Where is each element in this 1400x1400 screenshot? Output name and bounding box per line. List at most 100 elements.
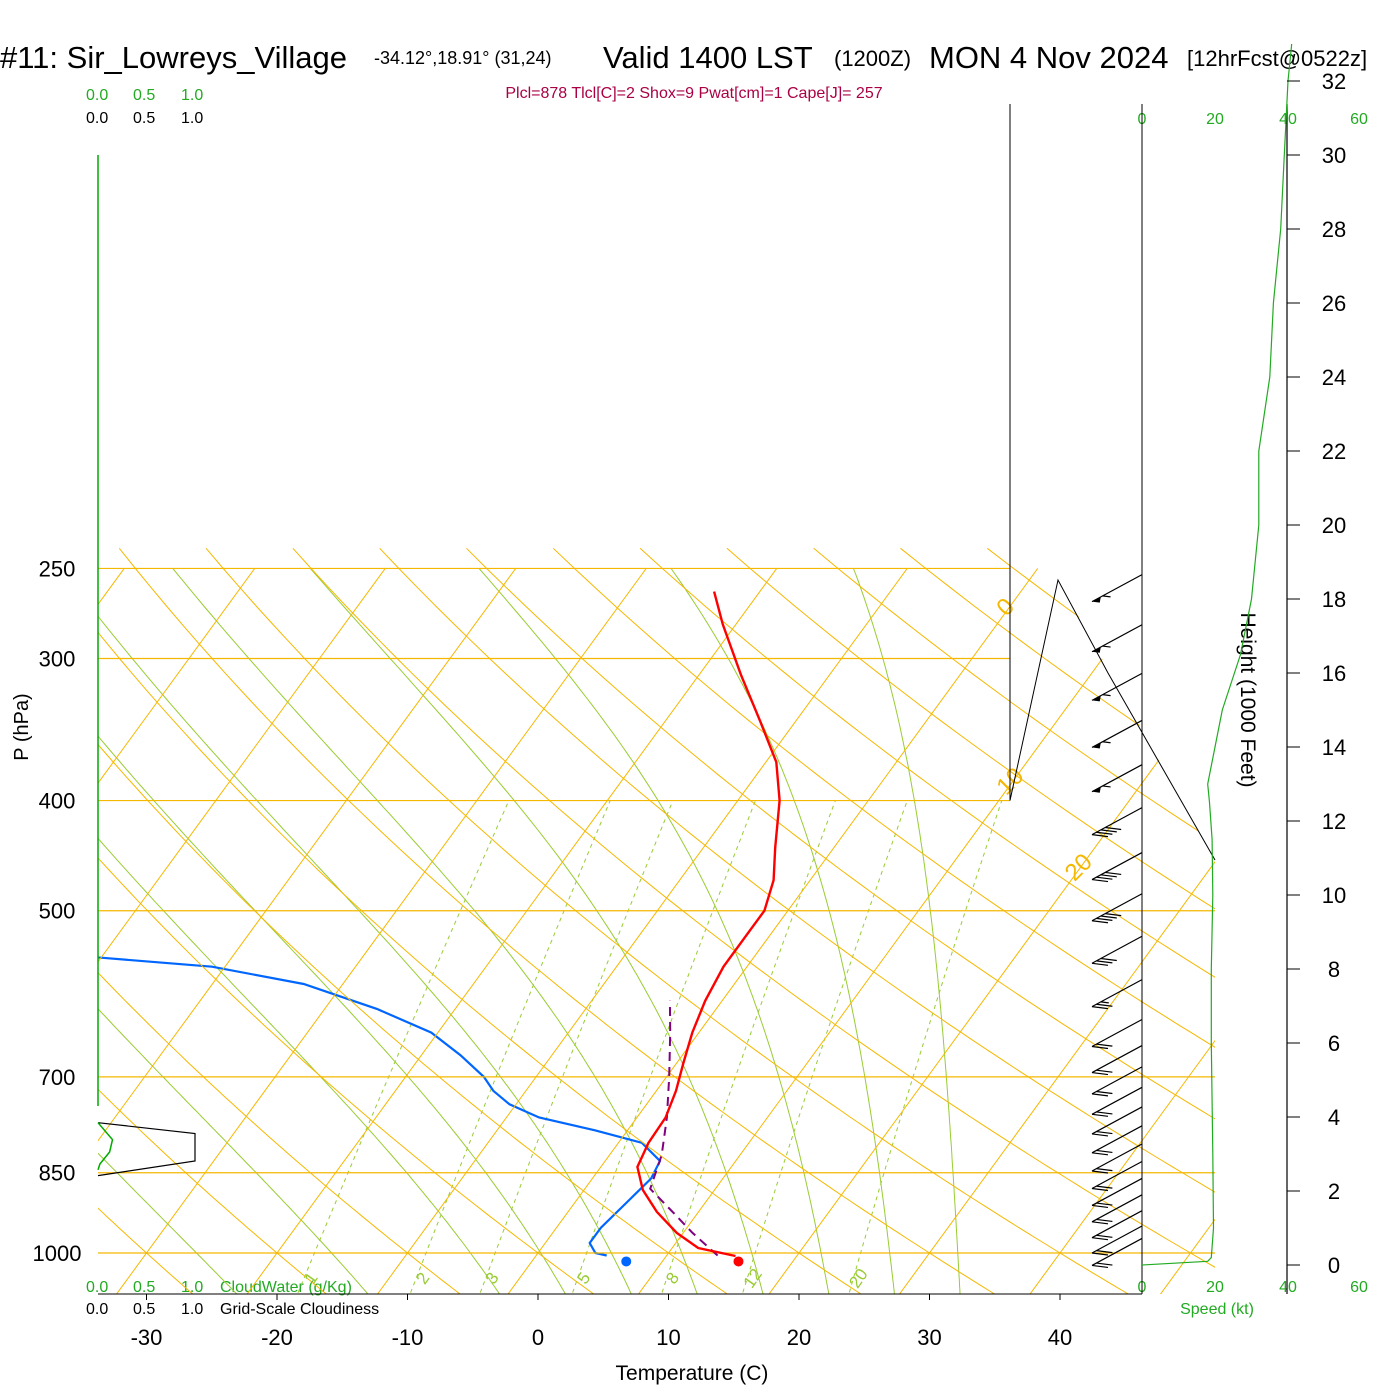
wind-barb <box>1091 1160 1143 1192</box>
isotherm-line <box>242 568 778 1294</box>
isotherm-line <box>98 568 125 1294</box>
wind-barb <box>1091 719 1143 749</box>
wind-barb <box>1091 1143 1143 1174</box>
isotherm-line <box>503 568 1039 1294</box>
cloudiness-scale-top-2: 1.0 <box>181 110 203 127</box>
wind-barb-feather <box>1105 826 1122 831</box>
mixing-ratio-line <box>741 800 908 1294</box>
cloud-scales: 0.0 0.5 1.0 0.0 0.5 1.0 0.0 0.5 1.0 Clou… <box>86 87 379 1318</box>
plot-boundary <box>1009 104 1216 861</box>
wind-barb-staff <box>1091 624 1143 653</box>
wind-barb-feather <box>1100 915 1117 919</box>
cloudiness-scale-bottom-2: 1.0 <box>181 1301 203 1318</box>
wind-barb-feather <box>1100 957 1117 962</box>
isotherm-line <box>372 568 908 1294</box>
pressure-tick-label: 1000 <box>33 1241 82 1266</box>
cloudiness-scale-top-0: 0.0 <box>86 110 108 127</box>
dry-adiabat-line <box>639 547 1215 1294</box>
x-axis-title: Temperature (C) <box>616 1362 769 1385</box>
wind-barb-feather <box>1105 871 1122 876</box>
wind-profile <box>1091 43 1293 1269</box>
height-tick-label: 0 <box>1328 1253 1340 1278</box>
wind-barb-staff <box>1091 893 1143 922</box>
pressure-tick-label: 400 <box>39 789 76 814</box>
pressure-tick-label: 300 <box>39 646 76 671</box>
wind-barb-feather <box>1091 878 1109 883</box>
wind-barb-feather <box>1100 874 1117 878</box>
surface-temperature-marker <box>733 1256 744 1267</box>
wind-barb-feather <box>1096 1168 1113 1172</box>
height-tick-label: 4 <box>1328 1105 1340 1130</box>
dry-adiabat-line <box>379 547 1215 1294</box>
wind-barb-staff <box>1091 1066 1143 1095</box>
moist-adiabat-line <box>310 568 764 1294</box>
dry-adiabat-line <box>98 548 737 1294</box>
wind-barb <box>1091 764 1143 793</box>
wind-barb-feather <box>1096 1111 1113 1115</box>
mixing-ratio-label: 12 <box>740 1265 766 1291</box>
wind-barb <box>1091 624 1143 653</box>
cloudwater-scale-top-2: 1.0 <box>181 87 203 104</box>
dry-adiabat-line <box>98 548 871 1294</box>
wind-barb-feather <box>1091 1170 1109 1174</box>
wind-barb-feather <box>1091 1252 1109 1256</box>
wind-barb <box>1091 672 1143 702</box>
x-tick-label: -30 <box>131 1325 163 1350</box>
wind-barb-staff <box>1091 1237 1143 1266</box>
height-tick-label: 2 <box>1328 1179 1340 1204</box>
moist-adiabat-line <box>853 568 961 1294</box>
wind-barb-feather <box>1091 1204 1109 1209</box>
dry-adiabat-line <box>205 547 1139 1294</box>
wind-barb-flag <box>1092 596 1101 603</box>
cloudiness-scale-bottom-0: 0.0 <box>86 1301 108 1318</box>
wind-barb-staff <box>1091 1160 1143 1190</box>
isotherm-line <box>633 568 1169 1294</box>
cloudiness-profile <box>97 1122 196 1177</box>
wind-barb-feather <box>1091 1113 1109 1117</box>
wind-barb-half-feather <box>1102 741 1111 744</box>
cloudiness-scale-top-1: 0.5 <box>133 110 155 127</box>
wind-barb-feather <box>1091 1152 1109 1156</box>
speed-top-tick-1: 20 <box>1206 111 1224 128</box>
wind-barb-feather <box>1096 1250 1113 1254</box>
wind-barb <box>1091 1125 1143 1156</box>
wind-barb <box>1091 1210 1143 1241</box>
isotherm-line <box>98 568 256 1294</box>
wind-barb-feather <box>1096 1202 1113 1206</box>
utc-time: (1200Z) <box>834 46 911 71</box>
wind-barb-staff <box>1091 935 1143 964</box>
height-tick-label: 12 <box>1322 809 1346 834</box>
parcel-profile <box>649 1000 719 1257</box>
dry-adiabat-line <box>98 548 603 1294</box>
wind-barb-staff <box>1091 1086 1143 1115</box>
wind-barb-feather <box>1096 1090 1113 1095</box>
surface-dewpoint-marker <box>621 1256 632 1267</box>
dry-adiabat-line <box>98 548 201 1294</box>
mixing-ratio-line <box>479 800 674 1294</box>
cloudwater-profile <box>97 1122 114 1171</box>
wind-barb-staff <box>1091 979 1143 1008</box>
wind-barb-feather <box>1091 1045 1109 1050</box>
wind-barb <box>1091 807 1143 838</box>
pressure-tick-label: 700 <box>39 1065 76 1090</box>
dry-adiabat-line <box>118 547 1005 1294</box>
wind-barb-staff <box>1091 1125 1143 1154</box>
isotherm-line <box>98 568 386 1294</box>
moist-adiabat-line <box>98 1152 238 1294</box>
height-tick-label: 10 <box>1322 883 1346 908</box>
speed-top-tick-3: 60 <box>1350 111 1368 128</box>
wind-barb-feather <box>1096 1234 1113 1238</box>
wind-barb-feather <box>1105 913 1122 917</box>
wind-barb-feather <box>1096 917 1113 921</box>
height-tick-label: 28 <box>1322 217 1346 242</box>
mixing-ratio-label: 8 <box>662 1269 683 1288</box>
wind-barb-flag <box>1092 695 1101 702</box>
x-tick-label: 30 <box>917 1325 941 1350</box>
wind-barb-feather <box>1091 1237 1109 1241</box>
pressure-tick-label: 850 <box>39 1161 76 1186</box>
x-tick-label: 0 <box>532 1325 544 1350</box>
cloudwater-scale-top-0: 0.0 <box>86 87 108 104</box>
wind-barb <box>1091 1045 1143 1076</box>
wind-barb-staff <box>1091 1045 1143 1074</box>
isotherm-line <box>1155 568 1215 1294</box>
